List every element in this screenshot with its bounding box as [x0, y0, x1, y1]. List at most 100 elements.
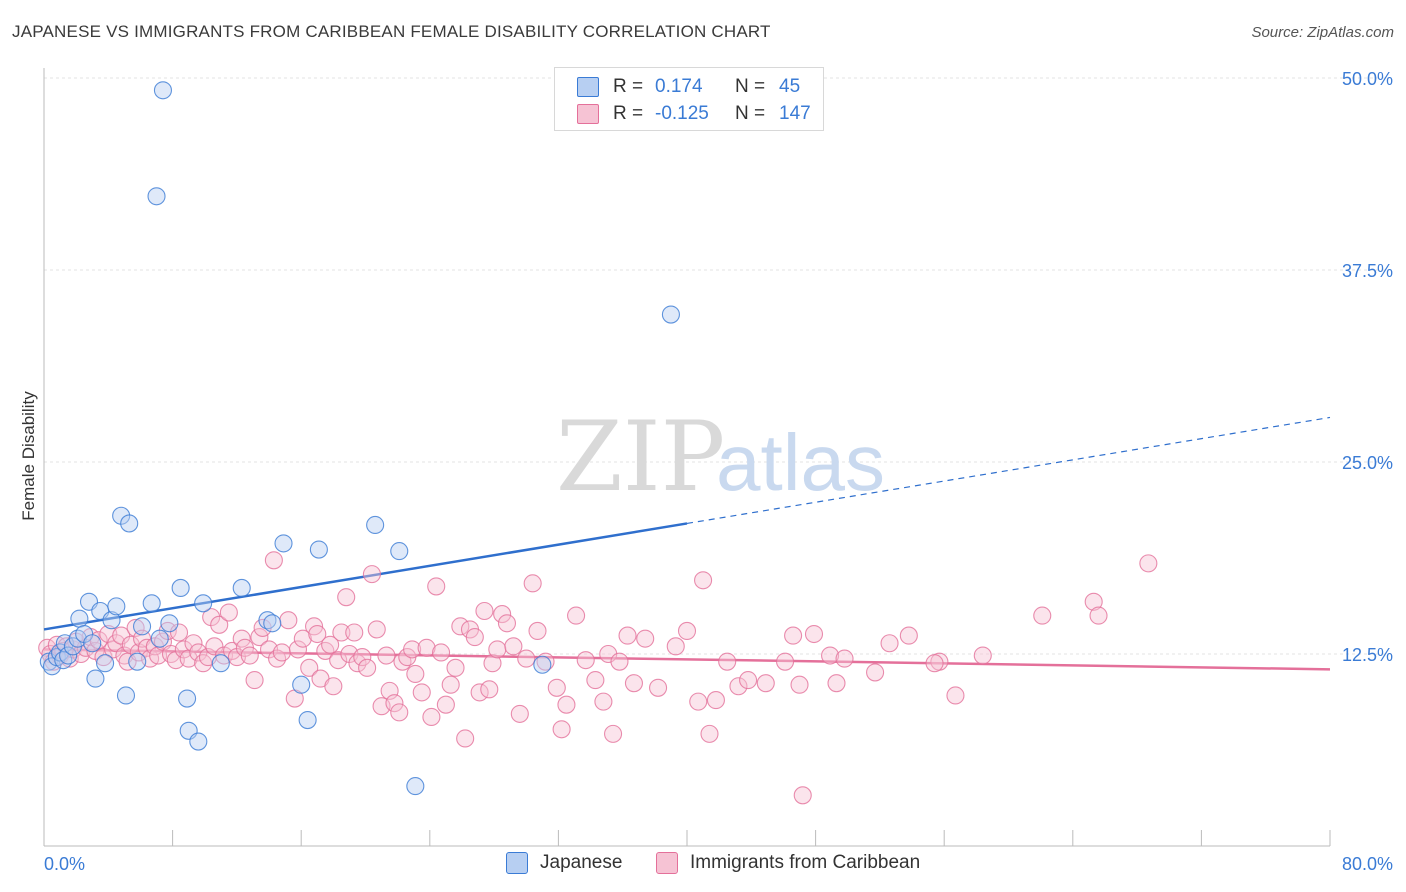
caribbean-point [412, 683, 431, 702]
r-value-japanese: 0.174 [655, 76, 703, 97]
caribbean-point [899, 626, 918, 645]
japanese-point [120, 514, 139, 533]
caribbean-point [624, 674, 644, 693]
stats-row-japanese: R = 0.174 N = 45 [577, 75, 800, 99]
caribbean-point [793, 786, 812, 805]
japanese-point [232, 578, 251, 598]
japanese-point [292, 675, 311, 694]
caribbean-point [604, 724, 623, 743]
caribbean-point [417, 638, 436, 657]
caribbean-point [456, 729, 475, 748]
caribbean-point [776, 652, 795, 671]
n-value-japanese: 45 [779, 76, 801, 97]
japanese-trend-projection [686, 416, 1331, 525]
caribbean-point [552, 720, 571, 739]
caribbean-point [446, 658, 465, 677]
legend-label-japanese: Japanese [540, 852, 623, 873]
caribbean-point [219, 603, 238, 622]
japanese-point [263, 614, 282, 633]
japanese-point [68, 629, 87, 648]
caribbean-point [316, 641, 335, 660]
japanese-point [298, 710, 317, 730]
japanese-point [142, 594, 161, 613]
legend-item-caribbean[interactable]: Immigrants from Caribbean [656, 852, 920, 874]
japanese-point [107, 597, 126, 616]
caribbean-point [348, 654, 367, 673]
caribbean-point [174, 640, 193, 659]
caribbean-point [523, 574, 542, 593]
caribbean-point [689, 692, 708, 711]
caribbean-point [353, 648, 372, 667]
caribbean-point [618, 626, 637, 645]
caribbean-point [666, 637, 685, 656]
caribbean-point [126, 618, 145, 637]
x-tick-label: 80.0% [1342, 854, 1393, 874]
caribbean-point [517, 649, 536, 668]
caribbean-point [427, 577, 446, 596]
tick-label-layer: 12.5% 25.0% 37.5% 50.0% 0.0% 80.0% [44, 69, 1393, 874]
caribbean-point [194, 654, 213, 673]
caribbean-point [362, 565, 381, 584]
r-value-caribbean: -0.125 [655, 103, 709, 124]
y-axis-label: Female Disability [19, 391, 38, 521]
x-tick-label: 0.0% [44, 854, 85, 874]
y-tick-label: 25.0% [1342, 453, 1393, 473]
japanese-point [102, 611, 121, 630]
japanese-point [128, 652, 147, 671]
caribbean-point [367, 620, 386, 639]
caribbean-point [1033, 606, 1052, 625]
japanese-point [147, 187, 166, 206]
caribbean-point [510, 704, 529, 723]
source-label: Source: ZipAtlas.com [1251, 24, 1394, 41]
caribbean-point [610, 652, 629, 671]
japanese-point [189, 732, 208, 751]
caribbean-point [493, 605, 512, 624]
caribbean-point [821, 646, 840, 665]
japanese-point [153, 81, 173, 100]
caribbean-point [1084, 592, 1103, 611]
caribbean-point [308, 624, 327, 644]
grid-layer [44, 77, 1392, 655]
caribbean-point [205, 637, 224, 656]
caribbean-point [925, 654, 944, 673]
watermark-zip: ZIP [556, 401, 725, 513]
caribbean-point [1139, 554, 1158, 573]
chart-title: JAPANESE VS IMMIGRANTS FROM CARIBBEAN FE… [12, 22, 771, 41]
y-tick-label: 12.5% [1342, 645, 1393, 665]
caribbean-point [470, 683, 489, 702]
caribbean-point [586, 671, 605, 690]
caribbean-point [483, 654, 502, 673]
caribbean-point [465, 628, 484, 647]
n-value-caribbean: 147 [779, 103, 811, 124]
caribbean-point [547, 678, 566, 697]
caribbean-point [480, 680, 499, 699]
caribbean-point [377, 646, 396, 665]
points-layer [38, 81, 1158, 805]
watermark-atlas: atlas [716, 418, 885, 507]
caribbean-point [567, 606, 586, 625]
japanese-point [366, 515, 385, 535]
legend-item-japanese[interactable]: Japanese [506, 852, 622, 874]
japanese-point [274, 534, 293, 553]
caribbean-point [649, 678, 668, 697]
legend: Japanese Immigrants from Caribbean [0, 852, 1406, 878]
caribbean-point [268, 649, 287, 668]
japanese-swatch [577, 77, 599, 97]
caribbean-point [729, 677, 748, 696]
caribbean-point [324, 677, 343, 696]
n-label: N = [735, 103, 766, 124]
caribbean-point [321, 635, 340, 654]
caribbean-point [272, 643, 291, 662]
caribbean-point [488, 640, 507, 659]
caribbean-point [169, 623, 189, 642]
caribbean-point [946, 686, 965, 705]
caribbean-point [790, 675, 809, 694]
japanese-point [96, 654, 115, 673]
japanese-point [160, 614, 179, 633]
stats-box: R = 0.174 N = 45 R = -0.125 N = 147 [554, 67, 824, 131]
caribbean-point [432, 643, 451, 662]
r-label: R = [613, 103, 644, 124]
legend-swatch-japanese [506, 852, 528, 874]
japanese-point [86, 669, 105, 688]
